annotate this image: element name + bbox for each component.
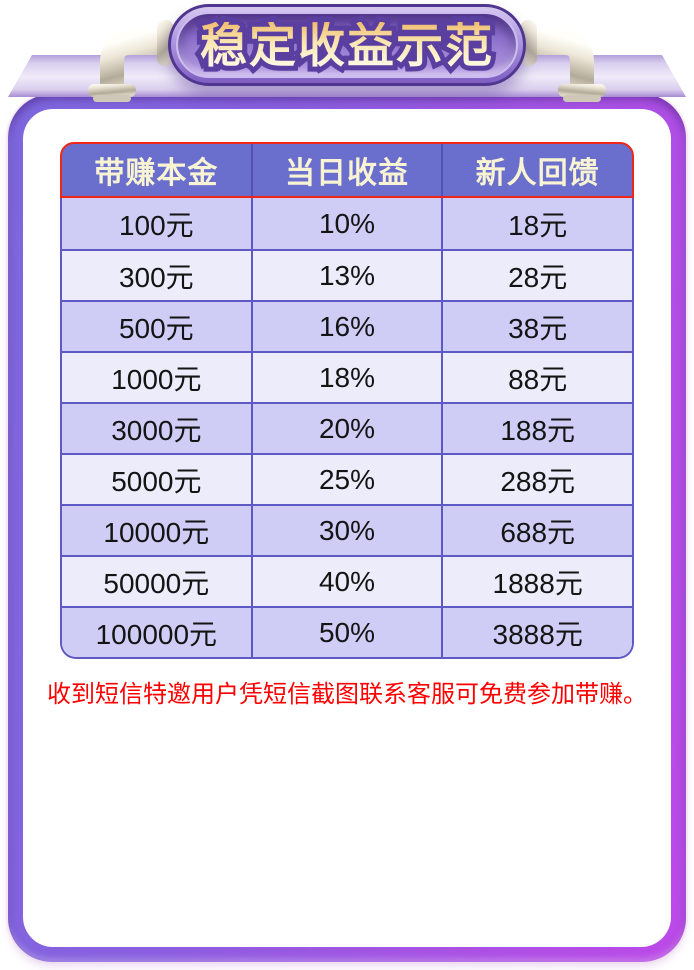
table-cell: 188元 (500, 414, 576, 446)
table-header-cell-daily-return: 当日收益 (253, 144, 444, 196)
table-cell: 288元 (500, 465, 576, 497)
table-cell: 88元 (508, 363, 568, 395)
table-cell: 500元 (62, 302, 253, 351)
banner-title: 稳定收益示范 (200, 18, 494, 72)
table-cell: 25% (253, 455, 444, 504)
table-cell: 16% (253, 302, 444, 351)
table-cell: 100000元 (62, 608, 253, 657)
table-cell: 50000元 (62, 557, 253, 606)
banner-title-outline: 稳定收益示范 (195, 17, 497, 74)
table-cell: 300元 (62, 251, 253, 300)
table-cell: 3000元 (62, 404, 253, 453)
table-header-cell-principal: 带赚本金 (62, 144, 253, 196)
table-row: 5000元 25% 288元 (62, 453, 632, 504)
table-cell: 38元 (508, 312, 568, 344)
table-cell: 28元 (508, 261, 568, 293)
table-row: 100000元 50% 3888元 (62, 606, 632, 657)
table-row: 10000元 30% 688元 (62, 504, 632, 555)
promo-note: 收到短信特邀用户凭短信截图联系客服可免费参加带赚。 (47, 681, 647, 708)
banner-title-wrap: 稳定收益示范 稳定收益示范 (171, 7, 523, 83)
table-cell: 13% (253, 251, 444, 300)
pipe-elbow-icon (520, 20, 606, 102)
card-frame: 带赚本金 当日收益 新人回馈 100元 10% 18元 300元 13% 28元 500元 1… (8, 94, 686, 962)
card-panel: 带赚本金 当日收益 新人回馈 100元 10% 18元 300元 13% 28元 500元 1… (23, 109, 671, 947)
table-cell: 40% (253, 557, 444, 606)
table-body: 100元 10% 18元 300元 13% 28元 500元 16% 38元 1000元 18% 88… (60, 198, 634, 659)
table-header-row: 带赚本金 当日收益 新人回馈 (60, 142, 634, 198)
table-cell: 1888元 (492, 567, 583, 599)
table-cell: 688元 (500, 516, 576, 548)
income-table: 带赚本金 当日收益 新人回馈 100元 10% 18元 300元 13% 28元 500元 1… (60, 142, 634, 659)
table-cell: 20% (253, 404, 444, 453)
table-row: 100元 10% 18元 (62, 198, 632, 249)
pipe-elbow-icon (88, 20, 174, 102)
table-row: 1000元 18% 88元 (62, 351, 632, 402)
table-cell: 18元 (508, 209, 568, 241)
table-cell: 50% (253, 608, 444, 657)
table-cell: 10000元 (62, 506, 253, 555)
table-row: 500元 16% 38元 (62, 300, 632, 351)
title-banner-inner (176, 12, 518, 78)
table-cell: 10% (253, 198, 444, 249)
table-cell: 3888元 (492, 618, 583, 650)
table-header-cell-newcomer-bonus: 新人回馈 (475, 157, 600, 190)
table-row: 300元 13% 28元 (62, 249, 632, 300)
table-cell: 1000元 (62, 353, 253, 402)
table-cell: 18% (253, 353, 444, 402)
table-row: 3000元 20% 188元 (62, 402, 632, 453)
title-banner: 稳定收益示范 稳定收益示范 (168, 4, 526, 86)
table-row: 50000元 40% 1888元 (62, 555, 632, 606)
table-cell: 100元 (62, 198, 253, 249)
table-cell: 30% (253, 506, 444, 555)
table-cell: 5000元 (62, 455, 253, 504)
